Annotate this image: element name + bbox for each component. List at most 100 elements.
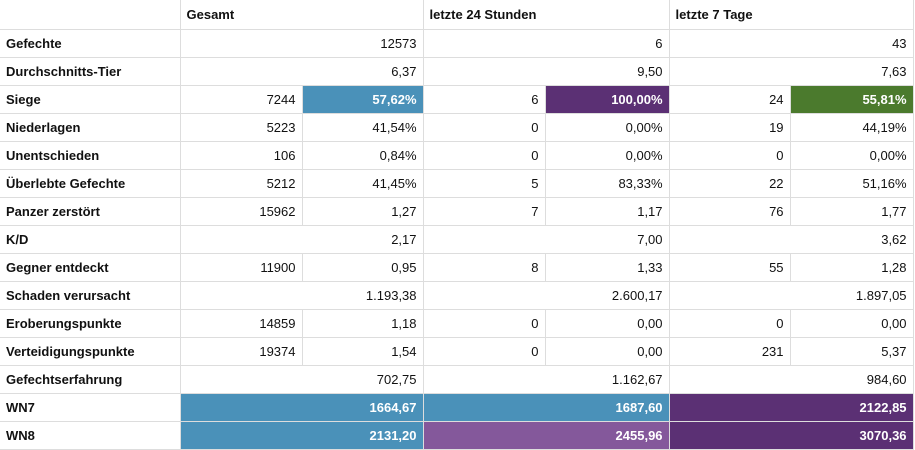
row-label: Überlebte Gefechte [0,169,181,198]
row-label: Gefechte [0,29,181,58]
ratio-cell: 0,95 [301,253,424,282]
ratio-cell: 100,00% [544,85,670,114]
count-cell: 11900 [179,253,303,282]
row-label: Gefechtserfahrung [0,365,181,394]
header-7d: letzte 7 Tage [668,0,914,30]
header-gesamt: Gesamt [179,0,424,30]
count-cell: 19 [668,113,791,142]
table-row: K/D 2,17 7,00 3,62 [0,225,914,254]
ratio-cell: 55,81% [789,85,914,114]
row-label: Verteidigungspunkte [0,337,181,366]
table-row: Überlebte Gefechte 5212 41,45% 5 83,33% 22 51,… [0,169,914,198]
header-empty [0,0,181,30]
table-row: Verteidigungspunkte 19374 1,54 0 0,00 231 5,37 [0,337,914,366]
value-cell: 1.193,38 [179,281,424,310]
ratio-cell: 1,54 [301,337,424,366]
ratio-cell: 0,00% [544,113,670,142]
row-label: Siege [0,85,181,114]
table-row: Schaden verursacht 1.193,38 2.600,17 1.897,… [0,281,914,310]
row-label: WN7 [0,393,181,422]
value-cell: 2.600,17 [422,281,670,310]
ratio-cell: 0,84% [301,141,424,170]
value-cell: 7,63 [668,57,914,86]
row-label: Niederlagen [0,113,181,142]
value-cell: 2122,85 [668,393,914,422]
count-cell: 8 [422,253,546,282]
ratio-cell: 41,54% [301,113,424,142]
count-cell: 22 [668,169,791,198]
ratio-cell: 0,00% [544,141,670,170]
value-cell: 6,37 [179,57,424,86]
row-label: Panzer zerstört [0,197,181,226]
ratio-cell: 44,19% [789,113,914,142]
count-cell: 6 [422,85,546,114]
count-cell: 0 [422,337,546,366]
count-cell: 0 [422,113,546,142]
ratio-cell: 1,77 [789,197,914,226]
table-row: Gegner entdeckt 11900 0,95 8 1,33 55 1,28 [0,253,914,282]
count-cell: 7244 [179,85,303,114]
ratio-cell: 0,00% [789,141,914,170]
value-cell: 1687,60 [422,393,670,422]
value-cell: 1664,67 [179,393,424,422]
row-label: Schaden verursacht [0,281,181,310]
ratio-cell: 57,62% [301,85,424,114]
header-24h: letzte 24 Stunden [422,0,670,30]
ratio-cell: 0,00 [789,309,914,338]
value-cell: 2455,96 [422,421,670,450]
row-label: Durchschnitts-Tier [0,57,181,86]
table-row: Durchschnitts-Tier 6,37 9,50 7,63 [0,57,914,86]
value-cell: 984,60 [668,365,914,394]
ratio-cell: 1,17 [544,197,670,226]
value-cell: 12573 [179,29,424,58]
ratio-cell: 1,28 [789,253,914,282]
count-cell: 106 [179,141,303,170]
value-cell: 3,62 [668,225,914,254]
count-cell: 5212 [179,169,303,198]
value-cell: 6 [422,29,670,58]
count-cell: 5223 [179,113,303,142]
ratio-cell: 0,00 [544,309,670,338]
ratio-cell: 41,45% [301,169,424,198]
count-cell: 19374 [179,337,303,366]
count-cell: 0 [668,309,791,338]
row-label: Eroberungspunkte [0,309,181,338]
ratio-cell: 83,33% [544,169,670,198]
value-cell: 2131,20 [179,421,424,450]
count-cell: 0 [422,309,546,338]
ratio-cell: 1,33 [544,253,670,282]
table-row: Panzer zerstört 15962 1,27 7 1,17 76 1,77 [0,197,914,226]
table-row: Unentschieden 106 0,84% 0 0,00% 0 0,00% [0,141,914,170]
count-cell: 24 [668,85,791,114]
count-cell: 231 [668,337,791,366]
value-cell: 43 [668,29,914,58]
value-cell: 7,00 [422,225,670,254]
ratio-cell: 5,37 [789,337,914,366]
ratio-cell: 1,27 [301,197,424,226]
count-cell: 76 [668,197,791,226]
value-cell: 1.162,67 [422,365,670,394]
row-label: Unentschieden [0,141,181,170]
value-cell: 702,75 [179,365,424,394]
row-label: Gegner entdeckt [0,253,181,282]
value-cell: 2,17 [179,225,424,254]
table-row: Niederlagen 5223 41,54% 0 0,00% 19 44,19% [0,113,914,142]
count-cell: 7 [422,197,546,226]
table-row: Gefechtserfahrung 702,75 1.162,67 984,60 [0,365,914,394]
value-cell: 1.897,05 [668,281,914,310]
count-cell: 5 [422,169,546,198]
table-row: Gefechte 12573 6 43 [0,29,914,58]
count-cell: 15962 [179,197,303,226]
table-row: Siege 7244 57,62% 6 100,00% 24 55,81% [0,85,914,114]
table-row: Eroberungspunkte 14859 1,18 0 0,00 0 0,00 [0,309,914,338]
ratio-cell: 0,00 [544,337,670,366]
ratio-cell: 1,18 [301,309,424,338]
value-cell: 9,50 [422,57,670,86]
header-row: Gesamt letzte 24 Stunden letzte 7 Tage [0,0,914,30]
row-label: WN8 [0,421,181,450]
table-row: WN8 2131,20 2455,96 3070,36 [0,421,914,450]
table-row: WN7 1664,67 1687,60 2122,85 [0,393,914,422]
value-cell: 3070,36 [668,421,914,450]
count-cell: 14859 [179,309,303,338]
